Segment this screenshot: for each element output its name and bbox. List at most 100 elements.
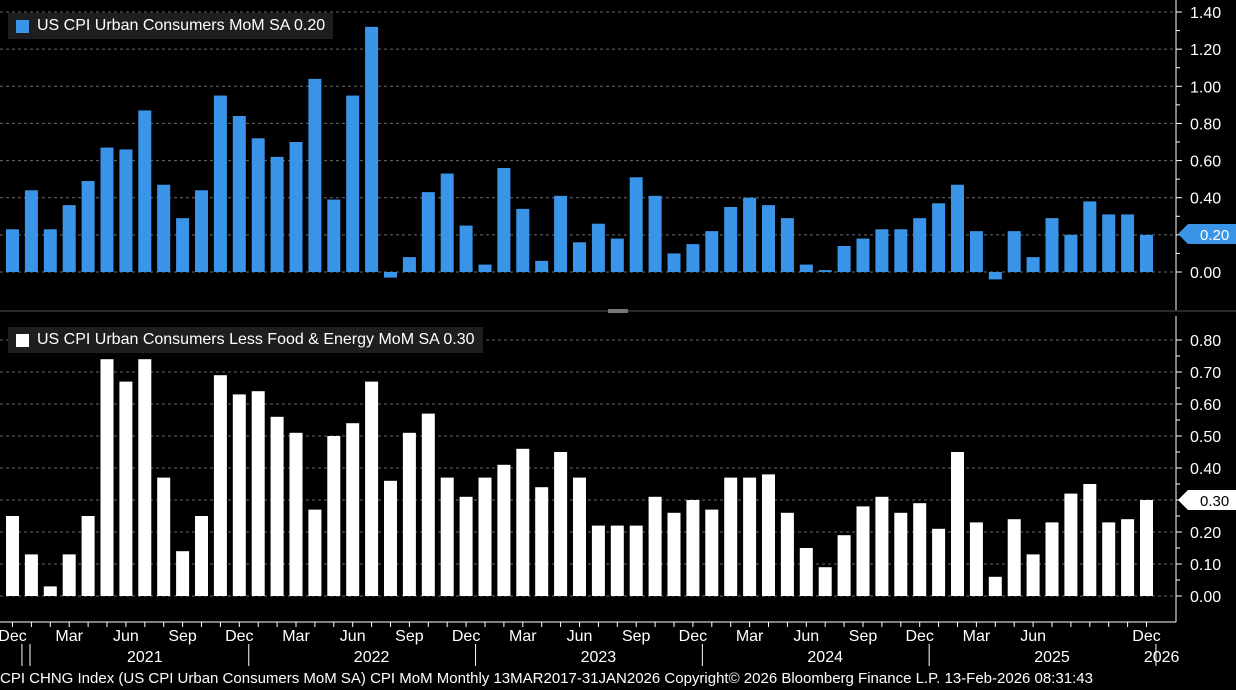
x-year-label: 2025 [1034, 649, 1070, 666]
top-bar [1064, 234, 1078, 272]
bottom-legend: US CPI Urban Consumers Less Food & Energ… [8, 327, 483, 353]
bottom-bar [743, 477, 757, 596]
top-bar [951, 184, 964, 272]
bottom-bar [610, 525, 624, 596]
bottom-bar [421, 413, 435, 596]
x-month-label: Jun [1020, 628, 1046, 645]
top-bar [308, 78, 322, 272]
bottom-panel-bars [6, 359, 1153, 596]
y-tick-label: 1.00 [1190, 79, 1221, 96]
top-legend-label: US CPI Urban Consumers MoM SA 0.20 [37, 17, 326, 34]
bottom-bar [497, 464, 511, 596]
y-tick-label: 0.50 [1190, 429, 1221, 446]
top-bar [346, 95, 360, 272]
top-bar [554, 195, 568, 272]
bottom-bar [327, 436, 341, 596]
bottom-bar [686, 500, 700, 596]
bottom-bar [81, 516, 95, 596]
top-bar [497, 168, 511, 272]
x-year-label: 2024 [807, 649, 843, 666]
x-year-label: 2021 [127, 649, 163, 666]
x-month-label: Jun [793, 628, 819, 645]
y-tick-label: 0.60 [1190, 154, 1221, 171]
y-tick-label: 0.10 [1190, 557, 1221, 574]
bottom-bar [516, 448, 530, 596]
top-bar [119, 149, 133, 272]
bottom-bar [402, 432, 416, 596]
bottom-bar [43, 586, 57, 596]
top-bar [384, 272, 397, 278]
bottom-bar [535, 487, 549, 596]
bottom-bar [100, 359, 114, 596]
top-bar [6, 229, 19, 272]
bottom-bar [856, 506, 870, 596]
x-month-label: Sep [395, 628, 424, 645]
bottom-bar [1026, 554, 1040, 596]
top-bar [365, 26, 379, 272]
x-month-label: Dec [452, 628, 480, 645]
x-month-label: Sep [849, 628, 878, 645]
top-bar [1045, 218, 1059, 272]
top-bar [176, 218, 190, 272]
bottom-bar [365, 381, 379, 596]
bottom-bar [1045, 522, 1059, 596]
bottom-last-value-text: 0.30 [1200, 493, 1229, 510]
top-bar [138, 110, 152, 272]
top-bar [232, 116, 246, 272]
bottom-bar [270, 416, 284, 596]
bottom-bar [762, 474, 775, 596]
y-tick-label: 0.00 [1190, 589, 1221, 606]
top-bar [573, 242, 586, 272]
x-month-label: Dec [905, 628, 933, 645]
bottom-bar [554, 452, 568, 596]
bottom-bar [176, 551, 190, 596]
bottom-bar [667, 512, 681, 596]
top-bar [62, 205, 76, 272]
bottom-bar [1064, 493, 1078, 596]
bottom-bar [780, 512, 794, 596]
top-bar [648, 195, 662, 272]
bottom-bar [440, 477, 454, 596]
x-month-label: Sep [168, 628, 197, 645]
top-bar [724, 207, 738, 272]
bottom-bar [951, 452, 964, 596]
bottom-bar [62, 554, 76, 596]
x-month-label: Sep [622, 628, 651, 645]
top-bar [1007, 231, 1021, 272]
y-tick-label: 0.70 [1190, 365, 1221, 382]
top-bar [81, 181, 95, 272]
bottom-bar [969, 522, 983, 596]
bottom-bar [232, 394, 246, 596]
top-bar [289, 142, 303, 272]
bottom-bar [1121, 519, 1135, 596]
bottom-bar [251, 391, 265, 596]
top-bar [421, 192, 435, 272]
top-bar [705, 231, 719, 272]
x-year-label: 2023 [581, 649, 617, 666]
top-bar [195, 190, 208, 272]
top-bar [913, 218, 927, 272]
top-bar [402, 257, 416, 272]
top-bar [459, 225, 473, 272]
top-last-value-badge: 0.20 [1178, 224, 1236, 244]
bottom-bar [384, 480, 397, 596]
bottom-legend-swatch [16, 333, 29, 347]
x-month-label: Jun [113, 628, 139, 645]
top-bar [1121, 214, 1135, 272]
top-bar [667, 253, 681, 272]
top-bar [1083, 201, 1097, 272]
bottom-bar [799, 548, 813, 596]
top-bar [591, 223, 605, 272]
top-bar [856, 238, 870, 272]
top-bar [440, 173, 454, 272]
y-tick-label: 0.80 [1190, 333, 1221, 350]
bottom-bar [1140, 500, 1153, 596]
y-tick-label: 0.80 [1190, 116, 1221, 133]
bottom-bar [1007, 519, 1021, 596]
bottom-bar [913, 503, 927, 596]
x-month-label: Dec [679, 628, 707, 645]
x-month-label: Mar [55, 628, 83, 645]
bottom-bar [24, 554, 38, 596]
top-bar [743, 197, 757, 272]
